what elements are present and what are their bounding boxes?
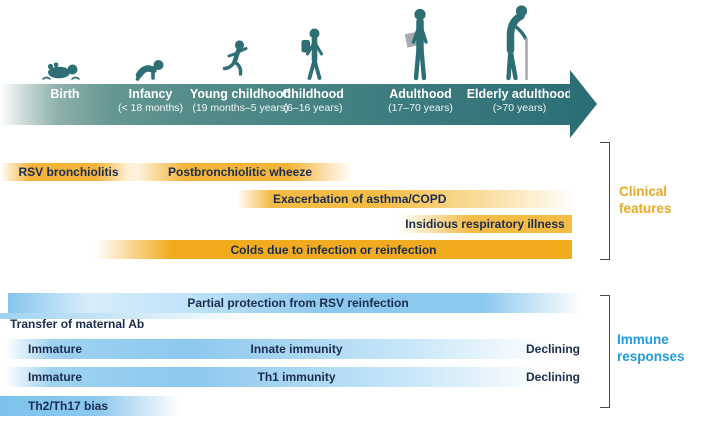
bar-postbronchiolitic-wheeze: Postbronchiolitic wheeze	[128, 163, 352, 181]
clinical-features-label: Clinical features	[619, 184, 672, 216]
bar-maternal-ab-wedge	[0, 313, 258, 319]
bar-rsv-bronchiolitis: RSV bronchiolitis	[0, 163, 137, 181]
bar-th1-immunity: Immature Th1 immunity Declining	[5, 367, 588, 387]
bar-label: Th2/Th17 bias	[28, 399, 109, 413]
running-child-icon	[222, 40, 252, 87]
age-timeline-arrow: Birth Infancy (< 18 months) Young childh…	[0, 84, 572, 125]
bar-label: Partial protection from RSV reinfection	[187, 296, 409, 310]
bar-label: RSV bronchiolitis	[18, 165, 119, 179]
stage-infancy: Infancy (< 18 months)	[103, 87, 198, 115]
stage-young-childhood: Young childhood (19 months–5 years)	[183, 87, 298, 115]
crawling-infant-icon	[133, 57, 165, 87]
bar-label-right: Declining	[525, 342, 580, 356]
clinical-features-bracket	[600, 142, 610, 260]
elderly-with-cane-icon	[498, 4, 538, 87]
stage-age-range: (17–70 years)	[388, 102, 453, 114]
stage-label: Infancy	[128, 87, 173, 101]
bar-label: Postbronchiolitic wheeze	[167, 165, 313, 179]
bar-label-left: Immature	[28, 370, 83, 384]
bar-label-center: Innate immunity	[250, 342, 343, 356]
bar-label: Insidious respiratory illness	[405, 217, 565, 231]
bar-colds-infection-reinfection: Colds due to infection or reinfection	[95, 240, 572, 259]
stage-age-range: (6–16 years)	[283, 102, 343, 114]
stage-childhood: Childhood (6–16 years)	[277, 87, 349, 115]
immune-responses-bracket	[600, 295, 610, 408]
bar-insidious-respiratory-illness: Insidious respiratory illness	[398, 215, 572, 233]
maternal-ab-label: Transfer of maternal Ab	[10, 317, 145, 331]
school-child-backpack-icon	[297, 28, 329, 87]
bar-label-right: Declining	[525, 370, 580, 384]
stage-label: Birth	[50, 87, 80, 101]
bar-partial-protection: Partial protection from RSV reinfection	[8, 293, 588, 313]
bar-label: Colds due to infection or reinfection	[230, 242, 437, 257]
bar-label: Exacerbation of asthma/COPD	[273, 192, 447, 206]
stage-adulthood: Adulthood (17–70 years)	[378, 87, 463, 115]
adult-with-bag-icon	[400, 8, 438, 87]
bar-exacerbation-asthma-copd: Exacerbation of asthma/COPD	[237, 190, 575, 208]
bar-th2-th17-bias: Th2/Th17 bias	[0, 396, 180, 416]
stage-elderly-adulthood: Elderly adulthood (>70 years)	[462, 87, 577, 115]
stage-age-range: (< 18 months)	[117, 102, 184, 114]
timeline-arrowhead-icon	[570, 70, 597, 138]
stage-birth: Birth	[20, 87, 110, 102]
bar-label-center: Th1 immunity	[257, 370, 336, 384]
bar-label-left: Immature	[28, 342, 83, 356]
stage-label: Adulthood	[389, 87, 452, 101]
stage-age-range: (19 months–5 years)	[192, 102, 289, 114]
newborn-baby-icon	[42, 60, 82, 87]
immune-responses-label: Immune responses	[617, 332, 685, 364]
stage-label: Young childhood	[189, 87, 292, 101]
stage-label: Childhood	[282, 87, 344, 101]
stage-age-range: (>70 years)	[492, 102, 547, 114]
bar-innate-immunity: Immature Innate immunity Declining	[5, 339, 588, 359]
stage-label: Elderly adulthood	[466, 87, 573, 101]
